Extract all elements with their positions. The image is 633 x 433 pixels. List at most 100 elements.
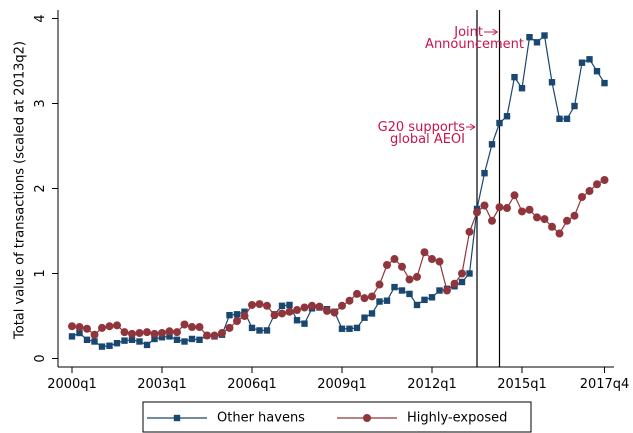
data-point (256, 327, 263, 334)
data-point (135, 329, 144, 337)
data-point (233, 311, 241, 318)
data-point (173, 336, 181, 343)
data-point (383, 261, 391, 269)
data-point (360, 294, 369, 303)
data-point (218, 329, 226, 337)
data-point (473, 208, 481, 217)
data-point (83, 324, 91, 333)
data-point (593, 68, 601, 75)
data-point (195, 323, 204, 332)
data-point (233, 317, 241, 326)
data-point (136, 338, 143, 345)
data-point (526, 34, 533, 41)
data-point (150, 329, 159, 338)
data-point (436, 287, 443, 294)
data-point (203, 331, 211, 340)
data-point (188, 335, 196, 343)
legend-marker (363, 414, 371, 422)
annotation: Announcement (425, 37, 524, 52)
data-point (293, 317, 301, 324)
data-point (495, 203, 504, 212)
data-point (128, 336, 136, 343)
data-point (496, 119, 503, 127)
data-point (315, 302, 324, 311)
data-point (353, 289, 361, 298)
data-point (196, 336, 203, 343)
data-point (533, 213, 541, 222)
data-point (458, 278, 466, 286)
data-point (91, 338, 98, 345)
data-point (248, 324, 256, 332)
annotation: global AEOI (390, 132, 465, 147)
data-point (113, 321, 121, 330)
data-point (466, 270, 473, 277)
data-point (173, 328, 181, 337)
data-point (600, 176, 609, 184)
data-point (180, 320, 189, 329)
data-point (188, 323, 196, 332)
data-point (405, 275, 414, 284)
data-point (556, 115, 563, 122)
annotation: G20 supports (378, 120, 466, 135)
data-point (570, 211, 579, 220)
data-point (413, 301, 421, 309)
data-point (293, 306, 301, 315)
x-tick-label: 2006q1 (227, 377, 277, 392)
data-point (226, 311, 233, 319)
data-point (120, 328, 129, 337)
data-point (443, 286, 451, 295)
x-tick-label: 2017q4 (580, 377, 630, 392)
data-point (390, 255, 399, 264)
data-point (338, 325, 346, 332)
data-point (525, 205, 534, 214)
data-point (375, 280, 384, 289)
data-point (286, 301, 293, 309)
annotation-arrowhead (492, 28, 498, 36)
data-point (143, 341, 151, 349)
data-point (210, 331, 219, 340)
data-point (301, 320, 308, 327)
data-point (113, 340, 121, 347)
data-point (428, 294, 436, 301)
data-point (308, 301, 316, 310)
legend-marker (173, 414, 181, 422)
x-tick-label: 2009q1 (317, 377, 367, 392)
data-point (263, 301, 271, 310)
data-point (240, 312, 249, 320)
data-point (413, 272, 421, 281)
data-point (181, 338, 188, 345)
data-point (450, 279, 459, 288)
data-point (398, 287, 406, 294)
annotation: Joint (453, 25, 483, 40)
data-point (548, 79, 556, 86)
data-point (248, 300, 256, 309)
data-point (330, 308, 339, 317)
data-point (83, 336, 91, 343)
data-point (488, 141, 496, 148)
data-point (285, 307, 294, 316)
data-point (121, 337, 128, 344)
data-point (68, 322, 76, 331)
data-point (353, 324, 361, 332)
data-point (571, 102, 578, 110)
data-point (481, 170, 488, 177)
data-point (533, 39, 541, 46)
data-point (480, 201, 489, 210)
data-point (75, 323, 84, 332)
data-point (540, 215, 549, 224)
data-point (98, 323, 106, 332)
data-point (300, 303, 309, 312)
data-point (338, 301, 346, 310)
data-point (263, 327, 271, 334)
data-point (158, 334, 166, 341)
data-point (278, 309, 286, 318)
data-point (368, 292, 376, 301)
annotation-arrowhead (469, 123, 476, 131)
data-point (585, 187, 594, 196)
data-point (98, 343, 106, 350)
data-point (488, 216, 496, 225)
legend-box (142, 401, 532, 433)
y-tick-label: 0 (33, 354, 48, 362)
data-point (106, 342, 113, 349)
